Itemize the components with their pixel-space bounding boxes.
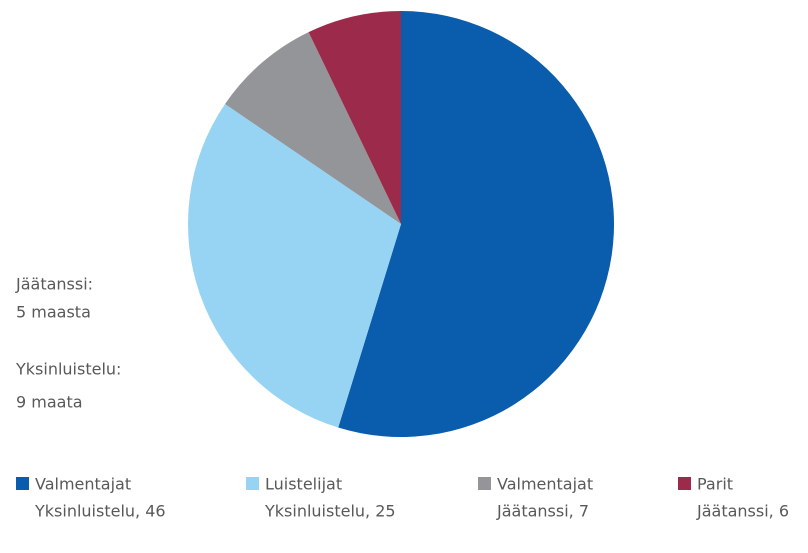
annotation: Yksinluistelu:: [15, 360, 121, 379]
legend-swatch: [678, 477, 691, 490]
annotation: 9 maata: [16, 393, 83, 412]
legend-value-label: Yksinluistelu, 25: [264, 502, 396, 521]
legend-swatch: [478, 477, 491, 490]
legend-label: Luistelijat: [265, 475, 342, 494]
legend-label: Valmentajat: [497, 475, 593, 494]
legend-label: Parit: [697, 475, 733, 494]
annotation: 5 maasta: [16, 303, 91, 322]
legend-value-label: Jäätanssi, 7: [496, 502, 589, 521]
legend-value-label: Jäätanssi, 6: [696, 502, 789, 521]
pie-slice: [308, 10, 401, 224]
legend-value-label: Yksinluistelu, 46: [34, 502, 166, 521]
pie-slice: [187, 104, 401, 428]
legend-swatch: [16, 477, 29, 490]
pie-slice: [225, 32, 401, 225]
annotation: Jäätanssi:: [15, 275, 93, 294]
pie-slice: [338, 11, 614, 437]
legend-label: Valmentajat: [35, 475, 131, 494]
legend-swatch: [246, 477, 259, 490]
